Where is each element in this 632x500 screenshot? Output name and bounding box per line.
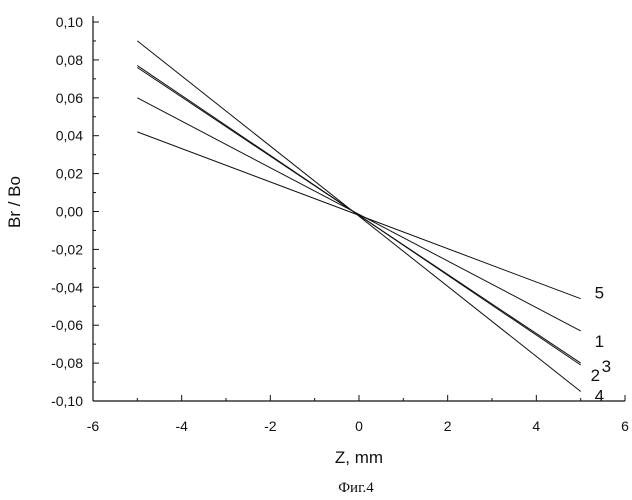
x-tick-label: 2 xyxy=(444,418,452,434)
series-label-2: 2 xyxy=(591,366,600,385)
series-label-1: 1 xyxy=(595,332,604,351)
y-tick-label: 0,04 xyxy=(56,128,83,144)
series-label-5: 5 xyxy=(595,284,604,303)
x-axis-title: Z, mm xyxy=(335,448,383,467)
y-tick-label: 0,02 xyxy=(56,166,83,182)
y-tick-label: -0,10 xyxy=(51,393,83,409)
y-tick-label: -0,02 xyxy=(51,241,83,257)
y-tick-label: 0,06 xyxy=(56,90,83,106)
series-labels: 12345 xyxy=(591,284,611,406)
y-tick-label: -0,06 xyxy=(51,317,83,333)
y-tick-label: 0,08 xyxy=(56,52,83,68)
y-tick-label: 0,10 xyxy=(56,14,83,30)
series-label-4: 4 xyxy=(595,387,604,406)
x-tick-label: -6 xyxy=(87,418,100,434)
x-tick-label: 6 xyxy=(621,418,629,434)
series-line-5 xyxy=(137,132,580,299)
y-tick-label: -0,08 xyxy=(51,355,83,371)
series-label-3: 3 xyxy=(602,357,611,376)
x-tick-label: 4 xyxy=(532,418,540,434)
y-tick-label: 0,00 xyxy=(56,204,83,220)
series-line-4 xyxy=(137,41,580,392)
figure-caption: Фиг.4 xyxy=(338,480,374,496)
tick-marks: 0,10 0,08 0,06 0,04 0,02 0,00 -0,02 -0,04 -0,06 -… xyxy=(51,14,629,434)
series-line-1 xyxy=(137,98,580,331)
y-axis-title: Br / Bo xyxy=(5,176,24,228)
y-tick-label: -0,04 xyxy=(51,279,83,295)
x-tick-label: 0 xyxy=(355,418,363,434)
axes xyxy=(93,16,625,401)
series-lines xyxy=(137,41,580,392)
x-tick-label: -2 xyxy=(264,418,277,434)
x-tick-label: -4 xyxy=(175,418,188,434)
